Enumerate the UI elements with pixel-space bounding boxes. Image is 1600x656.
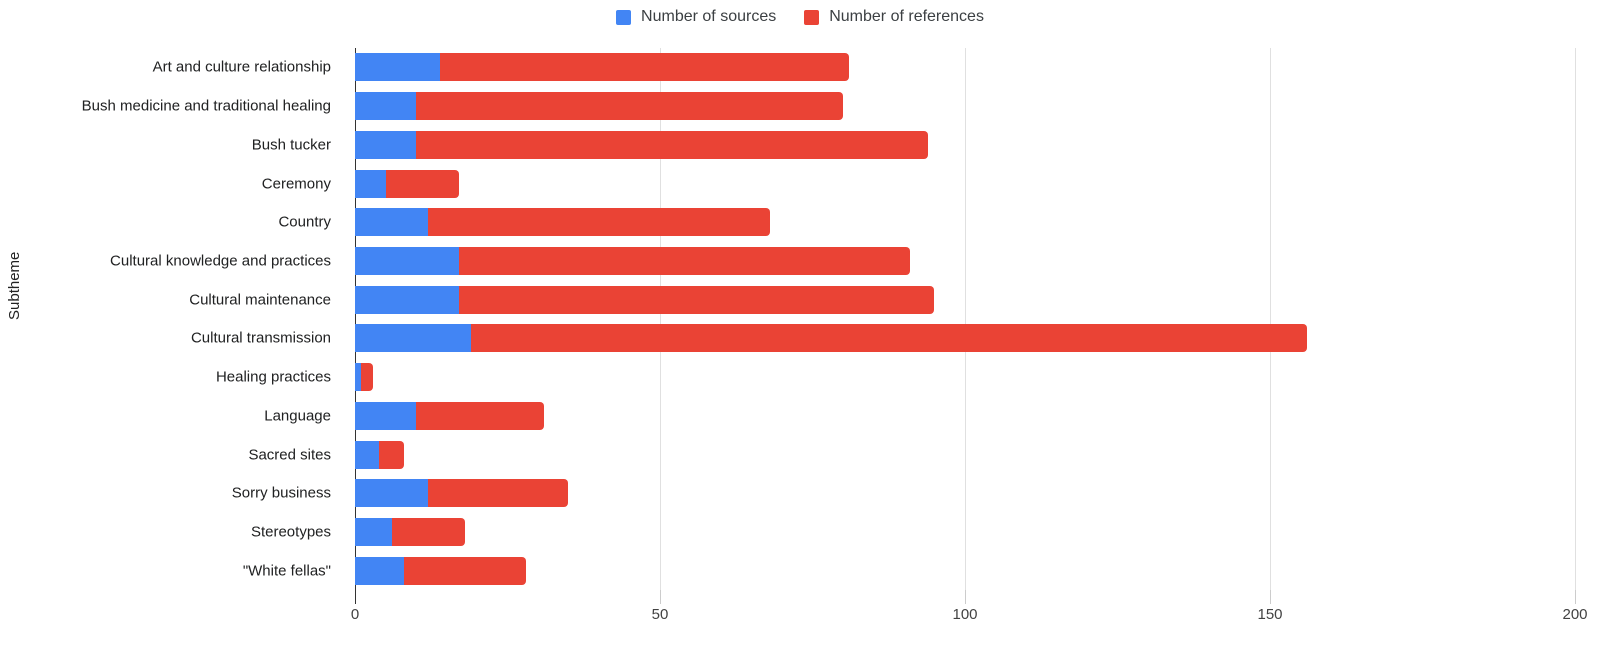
bar-segment-references-sacred-sites xyxy=(379,440,404,469)
bar-row-country xyxy=(355,208,770,237)
bar-segment-sources-bush-tucker xyxy=(355,130,416,159)
x-tick-mark-200 xyxy=(1575,590,1576,604)
legend-label-references: Number of references xyxy=(829,8,984,25)
bar-row-healing-practices xyxy=(355,363,374,392)
category-label-bush-tucker: Bush tucker xyxy=(251,136,331,154)
category-label-stereotypes: Stereotypes xyxy=(250,523,331,541)
sources-swatch-icon xyxy=(616,9,632,25)
bar-segment-references-bush-medicine-and-traditional-healing xyxy=(416,92,843,121)
bar-segment-references-country xyxy=(428,208,770,237)
bar-row-bush-medicine-and-traditional-healing xyxy=(355,92,843,121)
gridline-50 xyxy=(660,48,661,590)
bar-segment-sources-cultural-transmission xyxy=(355,324,471,353)
bar-segment-sources-language xyxy=(355,401,416,430)
bar-row-sacred-sites xyxy=(355,440,404,469)
bar-segment-references-ceremony xyxy=(385,169,459,198)
gridline-100 xyxy=(965,48,966,590)
category-label-cultural-transmission: Cultural transmission xyxy=(190,329,331,347)
bar-segment-sources-healing-practices xyxy=(355,363,362,392)
bar-segment-sources-bush-medicine-and-traditional-healing xyxy=(355,92,416,121)
category-axis: Art and culture relationship Bush medicin… xyxy=(0,48,343,590)
bar-row-art-and-culture-relationship xyxy=(355,53,850,82)
category-label-cultural-maintenance: Cultural maintenance xyxy=(189,291,331,309)
bar-segment-references-bush-tucker xyxy=(416,130,929,159)
legend-label-sources: Number of sources xyxy=(641,8,777,25)
bar-row-stereotypes xyxy=(355,517,465,546)
category-label-white-fellas: "White fellas" xyxy=(242,562,331,580)
bar-segment-references-art-and-culture-relationship xyxy=(440,53,850,82)
gridline-200 xyxy=(1575,48,1576,590)
x-tick-label-150: 150 xyxy=(1257,606,1283,623)
bar-row-language xyxy=(355,401,545,430)
category-label-sacred-sites: Sacred sites xyxy=(248,446,331,463)
bar-segment-references-cultural-knowledge-and-practices xyxy=(458,246,911,275)
bar-segment-sources-cultural-maintenance xyxy=(355,285,459,314)
bar-segment-sources-sacred-sites xyxy=(355,440,380,469)
bar-segment-sources-sorry-business xyxy=(355,479,429,508)
legend-item-references[interactable]: Number of references xyxy=(804,8,984,26)
x-axis-tick-labels: 0 50 100 150 200 xyxy=(351,606,1588,628)
category-label-cultural-knowledge-and-practices: Cultural knowledge and practices xyxy=(110,252,331,270)
legend-item-sources[interactable]: Number of sources xyxy=(616,8,776,26)
category-label-country: Country xyxy=(278,213,331,231)
plot-area xyxy=(355,48,1576,604)
bar-row-bush-tucker xyxy=(355,130,929,159)
x-tick-mark-50 xyxy=(660,590,661,604)
bar-segment-sources-white-fellas xyxy=(355,556,404,585)
bar-segment-sources-cultural-knowledge-and-practices xyxy=(355,246,459,275)
x-tick-label-50: 50 xyxy=(651,606,669,623)
references-swatch-icon xyxy=(804,9,820,25)
category-label-healing-practices: Healing practices xyxy=(215,368,331,386)
bar-segment-sources-art-and-culture-relationship xyxy=(355,53,441,82)
x-tick-label-0: 0 xyxy=(350,606,360,623)
bar-segment-sources-stereotypes xyxy=(355,517,392,546)
bar-row-cultural-transmission xyxy=(355,324,1307,353)
x-tick-label-200: 200 xyxy=(1562,606,1588,623)
bar-segment-references-sorry-business xyxy=(428,479,569,508)
category-label-ceremony: Ceremony xyxy=(261,175,331,192)
gridline-150 xyxy=(1270,48,1271,590)
x-tick-mark-150 xyxy=(1270,590,1271,604)
chart-legend: Number of sources Number of references xyxy=(0,8,1600,26)
bar-row-ceremony xyxy=(355,169,459,198)
bar-segment-sources-country xyxy=(355,208,429,237)
bar-segment-references-language xyxy=(416,401,545,430)
bar-row-white-fellas xyxy=(355,556,526,585)
bar-segment-references-cultural-maintenance xyxy=(458,285,935,314)
bar-segment-sources-ceremony xyxy=(355,169,386,198)
bar-segment-references-healing-practices xyxy=(361,363,374,392)
bar-segment-references-cultural-transmission xyxy=(470,324,1307,353)
category-label-sorry-business: Sorry business xyxy=(231,484,331,502)
bar-row-sorry-business xyxy=(355,479,569,508)
x-tick-label-100: 100 xyxy=(952,606,978,623)
bar-row-cultural-knowledge-and-practices xyxy=(355,246,911,275)
category-label-art-and-culture-relationship: Art and culture relationship xyxy=(152,58,331,76)
bar-segment-references-stereotypes xyxy=(391,517,465,546)
bar-segment-references-white-fellas xyxy=(403,556,526,585)
category-label-language: Language xyxy=(264,407,331,425)
category-label-bush-medicine-and-traditional-healing: Bush medicine and traditional healing xyxy=(81,97,331,115)
bar-row-cultural-maintenance xyxy=(355,285,935,314)
x-tick-mark-100 xyxy=(965,590,966,604)
